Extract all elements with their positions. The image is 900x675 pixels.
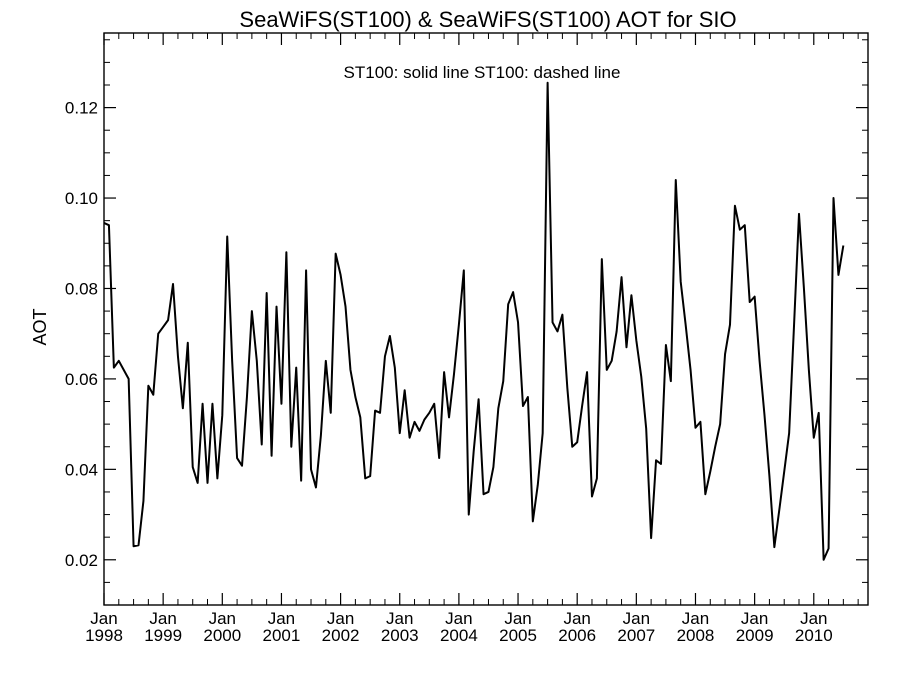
chart-title: SeaWiFS(ST100) & SeaWiFS(ST100) AOT for …: [239, 7, 736, 32]
y-tick-label: 0.12: [65, 99, 98, 118]
x-tick-label-year: 2002: [322, 626, 360, 645]
x-tick-label-year: 2007: [617, 626, 655, 645]
y-tick-label: 0.04: [65, 460, 98, 479]
y-tick-label: 0.02: [65, 551, 98, 570]
x-tick-label-year: 2005: [499, 626, 537, 645]
series-layer: [103, 81, 845, 561]
x-tick-label-month: Jan: [268, 609, 295, 628]
x-tick-label-year: 1998: [85, 626, 123, 645]
x-tick-label-month: Jan: [623, 609, 650, 628]
axes: 0.020.040.060.080.100.12Jan1998Jan1999Ja…: [65, 33, 868, 645]
plot-frame: [103, 32, 869, 606]
x-tick-label-month: Jan: [445, 609, 472, 628]
x-tick-label-month: Jan: [504, 609, 531, 628]
x-tick-label-year: 2008: [677, 626, 715, 645]
x-tick-label-year: 2006: [558, 626, 596, 645]
x-tick-label-month: Jan: [327, 609, 354, 628]
y-tick-label: 0.06: [65, 370, 98, 389]
x-tick-label-year: 2009: [736, 626, 774, 645]
x-tick-label-month: Jan: [90, 609, 117, 628]
x-tick-label-year: 2000: [203, 626, 241, 645]
x-tick-label-year: 1999: [144, 626, 182, 645]
y-axis-label: AOT: [30, 308, 50, 345]
x-tick-label-month: Jan: [563, 609, 590, 628]
legend-text: ST100: solid line ST100: dashed line: [344, 63, 621, 82]
x-tick-label-month: Jan: [149, 609, 176, 628]
series-line-0: [103, 81, 845, 561]
x-tick-label-month: Jan: [741, 609, 768, 628]
x-tick-label-year: 2003: [381, 626, 419, 645]
x-tick-label-year: 2010: [795, 626, 833, 645]
y-tick-label: 0.08: [65, 279, 98, 298]
y-tick-label: 0.10: [65, 189, 98, 208]
x-tick-label-month: Jan: [209, 609, 236, 628]
x-tick-label-month: Jan: [386, 609, 413, 628]
x-tick-label-year: 2004: [440, 626, 478, 645]
x-tick-label-year: 2001: [263, 626, 301, 645]
x-tick-label-month: Jan: [800, 609, 827, 628]
x-tick-label-month: Jan: [682, 609, 709, 628]
